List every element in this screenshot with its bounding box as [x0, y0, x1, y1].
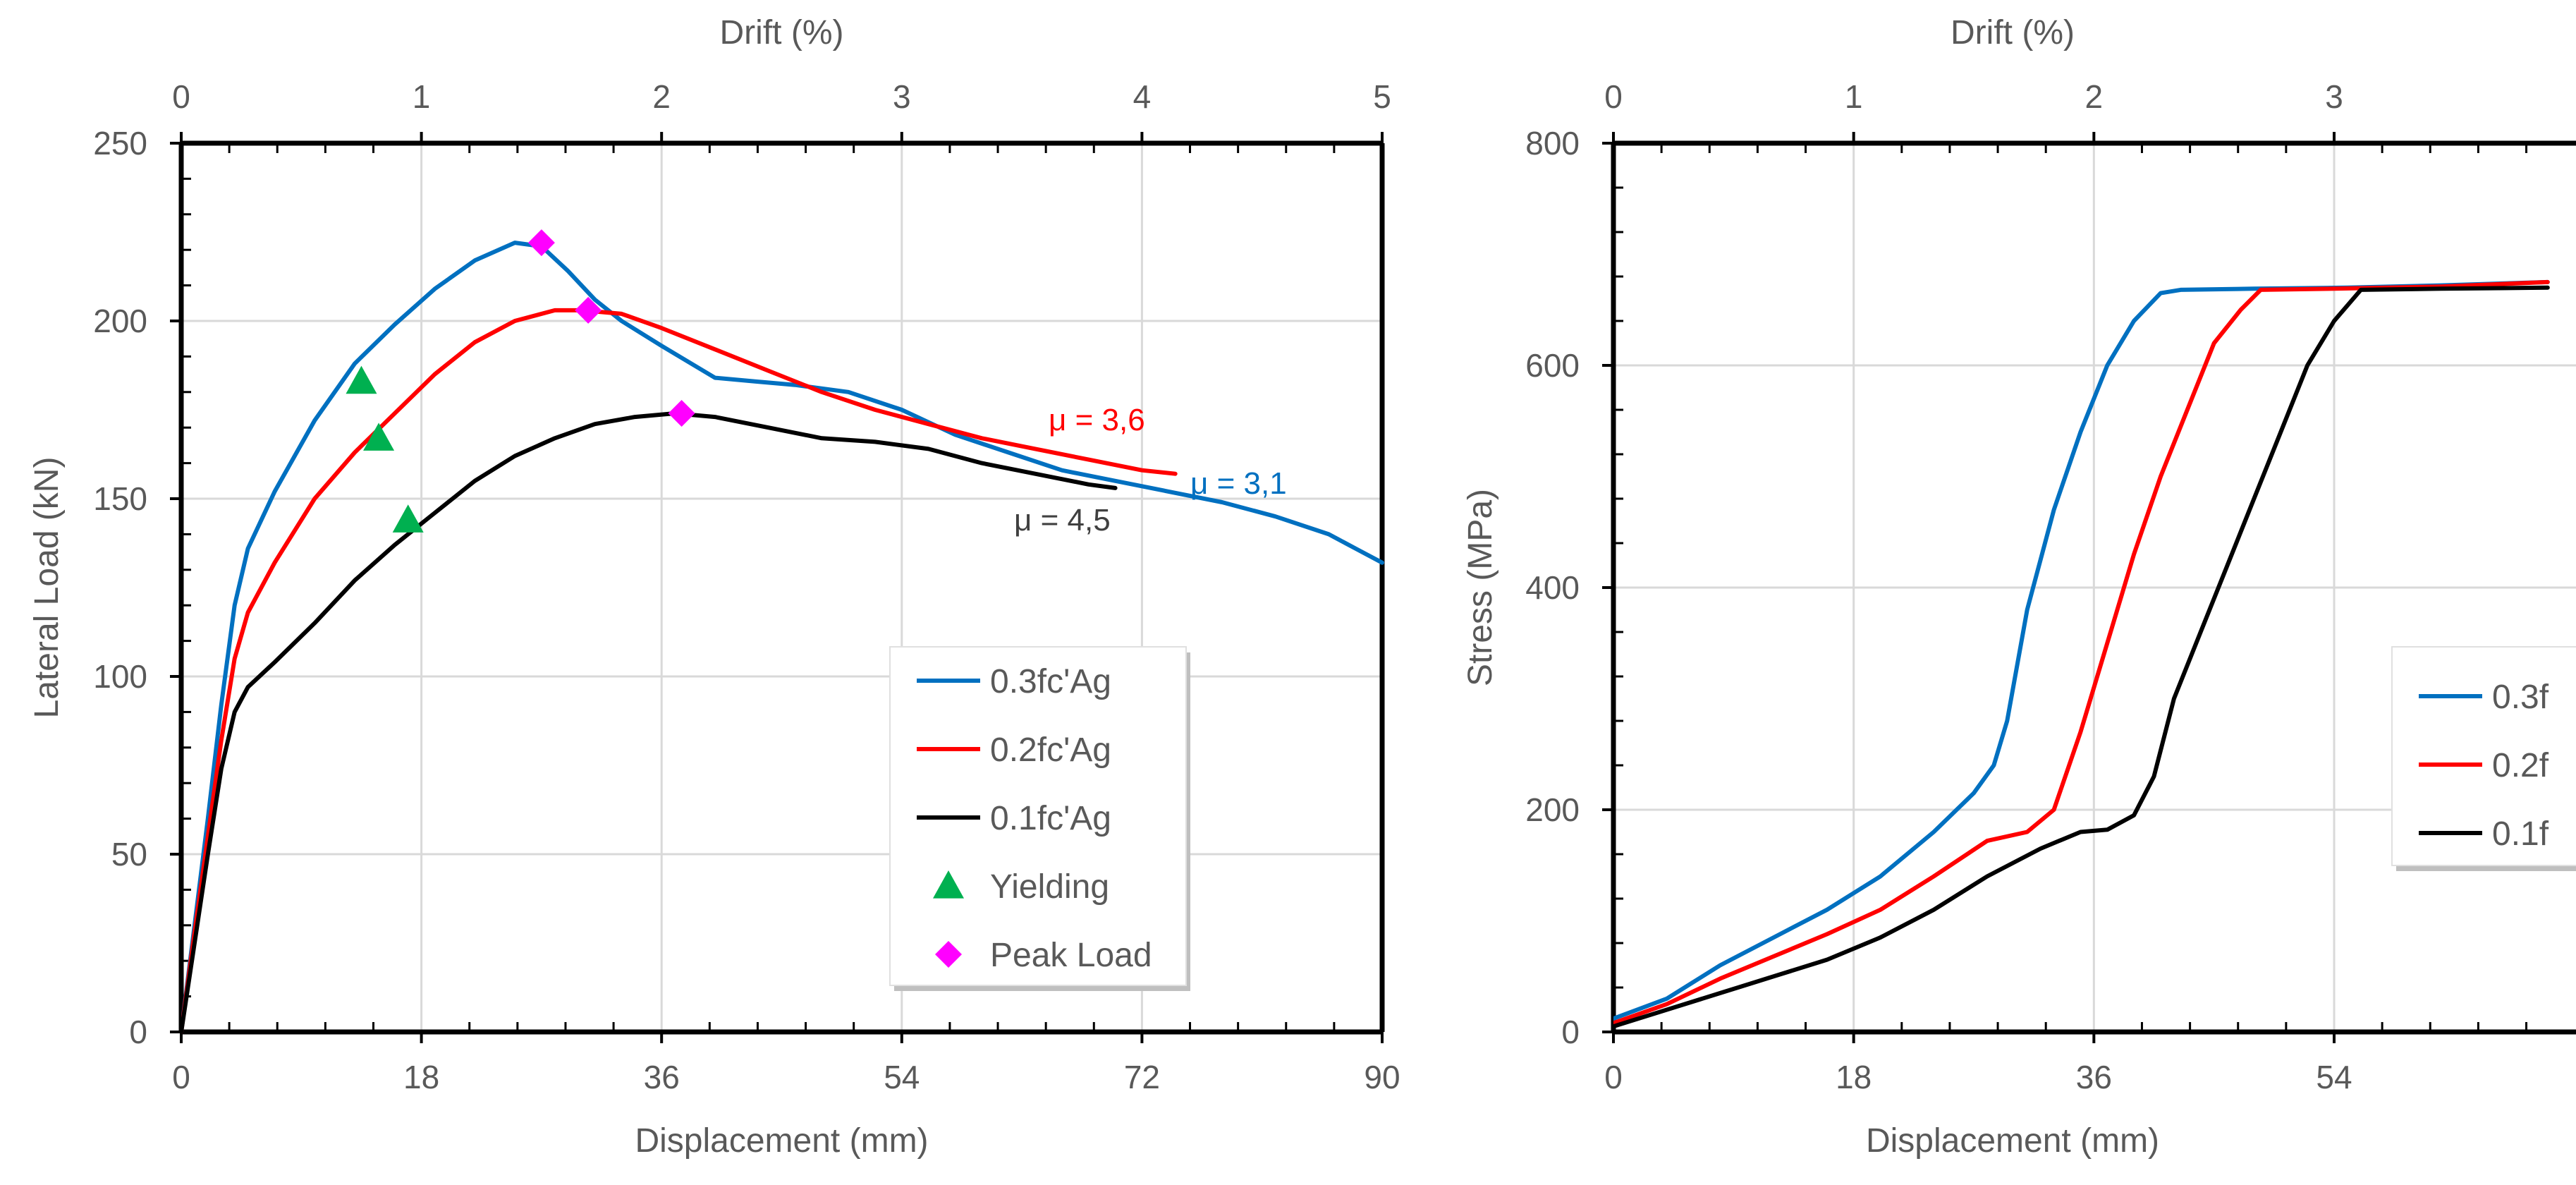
ductility-annotation: μ = 4,5	[1014, 503, 1111, 537]
y-tick-label: 200	[93, 303, 147, 339]
x-tick-label: 90	[1364, 1059, 1400, 1095]
peak-load-marker	[668, 400, 695, 427]
series-line-2	[1613, 285, 2550, 1029]
legend-label: Peak Load	[990, 937, 1152, 974]
series-group	[1613, 279, 2550, 1029]
x-axis-title: Displacement (mm)	[635, 1122, 928, 1160]
y-tick-label: 200	[1525, 791, 1580, 828]
legend-box	[2391, 646, 2576, 866]
series-line-1	[1613, 279, 2550, 1026]
stress-chart: 0 1 2 3 0 200 400 600 800 0 18 36 54 Displacement (mm…	[1462, 14, 2576, 1160]
x-tick-label: 18	[403, 1059, 439, 1095]
x-tick-label: 54	[884, 1059, 920, 1095]
x-tick-label: 18	[1836, 1059, 1872, 1095]
ductility-annotation: μ = 3,1	[1190, 466, 1287, 501]
legend-label: Yielding	[990, 868, 1109, 906]
legend-label: 0.3fc'Ag	[990, 663, 1111, 700]
peak-load-marker	[575, 296, 602, 324]
ductility-annotation: μ = 3,6	[1049, 403, 1145, 437]
series-line-0	[181, 241, 1384, 1034]
y-tick-label: 0	[129, 1014, 147, 1050]
legend-label: 0.1fc'Ag	[990, 800, 1111, 837]
x2-tick-label: 3	[893, 78, 911, 115]
y-tick-label: 800	[1525, 125, 1580, 162]
series-group	[181, 241, 1384, 1034]
legend-label: 0.2fc'Ag	[990, 731, 1111, 769]
yielding-marker	[346, 365, 377, 394]
y-tick-label: 400	[1525, 569, 1580, 606]
y-tick-label: 50	[111, 836, 147, 873]
x2-tick-label: 0	[1604, 78, 1623, 115]
peak-load-marker	[527, 229, 555, 257]
legend-swatch	[935, 941, 962, 968]
x2-axis-title: Drift (%)	[720, 14, 844, 51]
x-tick-label: 72	[1124, 1059, 1160, 1095]
yielding-marker	[392, 504, 424, 533]
y-tick-label: 600	[1525, 347, 1580, 384]
x2-tick-label: 2	[652, 78, 671, 115]
x-tick-label: 0	[172, 1059, 190, 1095]
series-line-1	[181, 308, 1178, 1034]
legend-label: 0.1f	[2492, 815, 2549, 853]
x2-tick-label: 1	[413, 78, 431, 115]
y-tick-label: 100	[93, 658, 147, 695]
legend-label: 0.2f	[2492, 747, 2549, 784]
x2-tick-label: 3	[2325, 78, 2343, 115]
y-tick-label: 250	[93, 125, 147, 162]
x-tick-label: 36	[2076, 1059, 2112, 1095]
y-tick-label: 150	[93, 480, 147, 517]
x-tick-label: 54	[2316, 1059, 2352, 1095]
x2-tick-label: 4	[1133, 78, 1152, 115]
x2-tick-label: 0	[172, 78, 190, 115]
y-axis-title: Lateral Load (kN)	[28, 457, 66, 719]
series-line-0	[1613, 279, 2550, 1021]
x-axis-title: Displacement (mm)	[1866, 1122, 2159, 1160]
x2-axis-title: Drift (%)	[1951, 14, 2075, 51]
legend-swatch	[933, 870, 964, 899]
yielding-marker	[363, 423, 395, 451]
x2-tick-label: 2	[2085, 78, 2104, 115]
x2-tick-label: 1	[1845, 78, 1863, 115]
y-axis-title: Stress (MPa)	[1462, 489, 1499, 686]
legend-label: 0.3f	[2492, 679, 2549, 716]
y-tick-label: 0	[1561, 1014, 1580, 1050]
x2-tick-label: 5	[1373, 78, 1391, 115]
x-tick-label: 0	[1604, 1059, 1623, 1095]
x-tick-label: 36	[644, 1059, 680, 1095]
series-line-2	[181, 411, 1118, 1034]
